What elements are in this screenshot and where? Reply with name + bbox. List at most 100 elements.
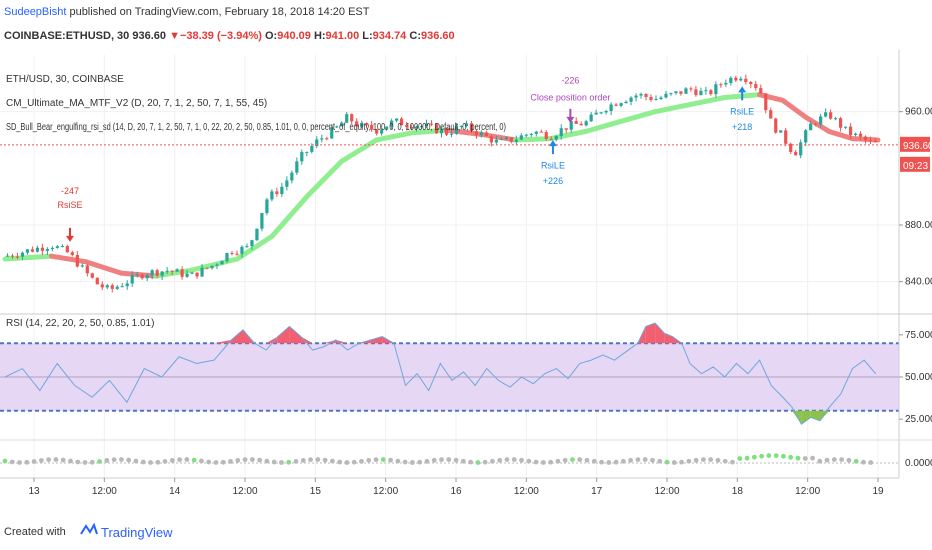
- candle-body: [365, 123, 369, 125]
- candle-body: [5, 255, 10, 257]
- indicator-dot: [562, 457, 568, 463]
- candle-body: [848, 126, 853, 135]
- low-value: 934.74: [372, 30, 407, 42]
- publish-line: SudeepBisht published on TradingView.com…: [4, 6, 370, 18]
- candle-body: [380, 129, 384, 134]
- rsi-oversold-fill: [801, 410, 811, 425]
- price-axis[interactable]: 960.00 880.00 840.00 75.0000 50.0000 25.0000 0…: [898, 50, 932, 478]
- indicator-dot: [380, 457, 386, 462]
- rsi-overbought-fill: [324, 339, 336, 344]
- candle-body: [110, 285, 114, 289]
- indicator-dot: [519, 457, 524, 463]
- indicator-dot: [140, 459, 146, 465]
- indicator-dot: [693, 457, 699, 463]
- indicator-dot: [322, 457, 328, 463]
- candle-body: [399, 118, 404, 126]
- candle-body: [85, 265, 89, 274]
- candle-body: [404, 125, 409, 127]
- candle-body: [604, 111, 608, 113]
- indicator-dot: [475, 460, 481, 465]
- signal-label: RsiLE: [541, 160, 565, 170]
- time-tick-label: 12:00: [654, 486, 679, 497]
- indicator-dot: [679, 459, 684, 465]
- candle-body: [464, 123, 469, 126]
- author-link[interactable]: SudeepBisht: [4, 6, 67, 18]
- ma-segment: [757, 92, 786, 103]
- chart-svg[interactable]: -247 RsiSE -226 Close position order RsiLE +2…: [0, 0, 932, 515]
- candle-body: [804, 130, 808, 143]
- candle-body: [594, 112, 598, 115]
- candle-body: [155, 270, 159, 276]
- candle-body: [320, 138, 324, 140]
- candle-body: [180, 269, 184, 277]
- candle-body: [659, 97, 663, 100]
- close-value: 936.60: [420, 30, 455, 42]
- candle-body: [734, 77, 738, 81]
- candle-body: [295, 161, 299, 173]
- candle-body: [559, 128, 563, 137]
- indicator-dot: [104, 458, 110, 463]
- candle-body: [838, 118, 843, 128]
- change-value: ▼−38.39 (−3.94%): [169, 30, 262, 42]
- ma-segment: [339, 137, 379, 164]
- rsi-overbought-fill: [645, 323, 656, 344]
- candle-body: [669, 93, 673, 95]
- open-label: O:: [264, 30, 278, 42]
- ma-segment: [48, 253, 89, 265]
- candle-body: [739, 78, 743, 81]
- tradingview-brand[interactable]: TradingView: [101, 525, 173, 540]
- candle-body: [784, 130, 788, 144]
- candle-body: [843, 126, 848, 128]
- indicator-dot: [184, 457, 190, 462]
- indicator-dot: [730, 459, 735, 465]
- candle-body: [325, 138, 329, 140]
- signal-label: Close position order: [530, 92, 610, 102]
- candle-body: [270, 191, 274, 200]
- rsi-tick-label: 50.0000: [905, 372, 932, 383]
- price-tick-label: 880.00: [905, 220, 932, 231]
- time-axis[interactable]: 13 12:00 14 12:00 15 12:00 16 12:00 17 12:00 18 12:…: [0, 477, 899, 497]
- signal-arrow-head: [738, 86, 747, 93]
- ma-segment: [188, 256, 240, 273]
- indicator-dot: [24, 459, 30, 465]
- candle-body: [744, 78, 748, 83]
- indicator-dot: [824, 457, 830, 463]
- candle-body: [350, 114, 354, 122]
- indicator-dot: [439, 457, 444, 463]
- candle-body: [419, 126, 424, 128]
- candle-body: [130, 275, 134, 284]
- indicator-dot: [89, 459, 95, 465]
- candle-body: [120, 286, 124, 288]
- rsi-tick-label: 75.0000: [905, 330, 932, 341]
- indicator-dot: [126, 457, 132, 463]
- candle-body: [529, 133, 533, 135]
- candle-body: [140, 274, 144, 279]
- published-text: published on TradingView.com, February 1…: [69, 6, 370, 18]
- ma-segment: [780, 97, 809, 120]
- indicator-dot: [453, 457, 459, 463]
- indicator-dot: [242, 457, 248, 463]
- low-label: L:: [362, 30, 373, 42]
- indicator-dot: [249, 457, 255, 462]
- price-pane[interactable]: -247 RsiSE -226 Close position order RsiLE +2…: [0, 74, 899, 293]
- candle-body: [375, 129, 379, 134]
- candle-body: [764, 93, 768, 111]
- candle-body: [759, 88, 763, 94]
- candle-body: [863, 136, 868, 141]
- time-tick-label: 12:00: [373, 486, 398, 497]
- time-tick-label: 12:00: [795, 486, 820, 497]
- candle-body: [819, 116, 823, 125]
- candle-body: [779, 130, 783, 133]
- ma-segment: [652, 102, 693, 115]
- indicator-dot: [548, 459, 554, 465]
- candle-body: [569, 121, 573, 130]
- candle-body: [125, 283, 129, 287]
- time-tick-label: 13: [28, 486, 40, 497]
- candle-body: [25, 249, 30, 253]
- indicator-dot: [628, 457, 634, 463]
- indicator-dot: [460, 458, 466, 464]
- rsi-pane[interactable]: RSI (14, 22, 20, 2, 50, 0.85, 1.01): [0, 318, 899, 425]
- candle-body: [305, 151, 309, 153]
- candle-body: [449, 133, 454, 135]
- indicator-dot: [395, 458, 401, 464]
